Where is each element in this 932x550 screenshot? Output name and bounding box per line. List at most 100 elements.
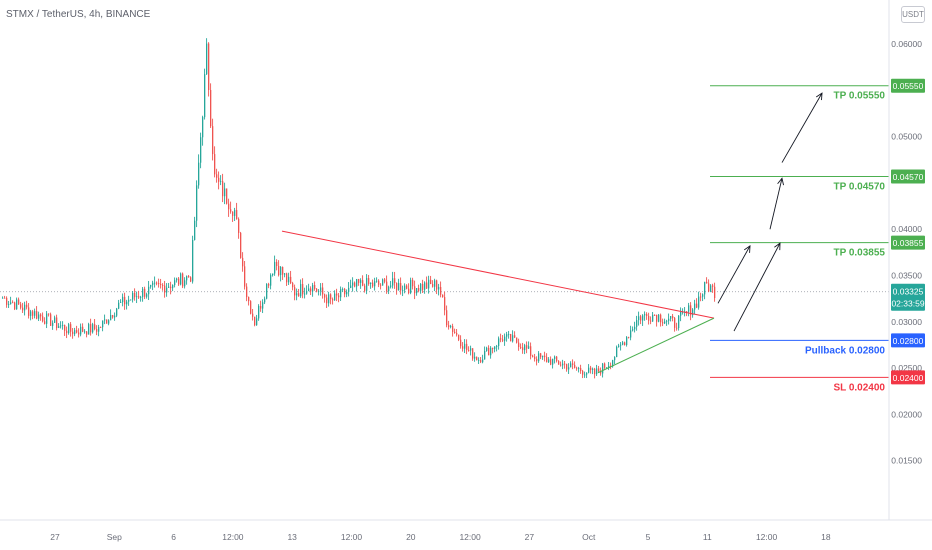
candle-body — [184, 280, 186, 287]
candle-body — [338, 295, 340, 298]
candle-body — [652, 314, 654, 322]
candle-body — [252, 313, 254, 317]
candle-body — [16, 299, 18, 310]
candle-body — [152, 282, 154, 285]
candle-body — [10, 302, 12, 305]
candle-body — [202, 117, 204, 138]
candle-body — [468, 350, 470, 351]
level-label: TP 0.04570 — [833, 181, 885, 192]
candle-body — [698, 296, 700, 308]
candle-body — [302, 284, 304, 295]
candle-body — [162, 285, 164, 286]
candle-body — [238, 219, 240, 233]
candle-body — [620, 344, 622, 346]
candle-body — [648, 315, 650, 321]
y-tick-label: 0.04000 — [891, 224, 922, 234]
candle-body — [42, 316, 44, 322]
candle-body — [352, 282, 354, 286]
projection-arrow-head — [777, 177, 784, 186]
candle-body — [260, 305, 262, 309]
candle-body — [282, 267, 284, 275]
candle-body — [456, 332, 458, 335]
candle-body — [30, 311, 32, 316]
level-label: TP 0.03855 — [833, 248, 885, 259]
price-tag-label: 0.04570 — [893, 172, 924, 182]
candle-body — [228, 203, 230, 210]
candle-body — [126, 301, 128, 305]
candle-body — [158, 283, 160, 285]
candle-body — [496, 345, 498, 347]
candle-body — [206, 43, 208, 75]
candle-body — [246, 286, 248, 298]
candle-body — [242, 257, 244, 267]
candle-body — [80, 326, 82, 335]
projection-arrow-head — [744, 244, 751, 253]
candle-body — [148, 286, 150, 295]
candle-body — [2, 297, 4, 299]
candle-body — [404, 285, 406, 291]
candle-body — [666, 320, 668, 322]
candle-body — [318, 290, 320, 292]
candle-body — [476, 356, 478, 361]
candle-body — [270, 275, 272, 286]
candle-body — [536, 358, 538, 362]
candle-body — [142, 288, 144, 297]
candle-body — [578, 368, 580, 369]
candle-body — [538, 353, 540, 362]
candle-body — [458, 334, 460, 340]
candle-body — [68, 324, 70, 334]
candle-body — [544, 355, 546, 358]
price-tag — [891, 235, 925, 250]
candle-body — [90, 324, 92, 333]
candle-body — [504, 336, 506, 341]
candle-body — [592, 368, 594, 370]
candle-body — [86, 331, 88, 335]
candle-body — [356, 279, 358, 287]
candle-body — [582, 370, 584, 375]
candle-body — [490, 347, 492, 356]
candle-body — [196, 185, 198, 221]
candle-body — [224, 188, 226, 197]
candle-body — [26, 304, 28, 308]
price-axis[interactable]: 0.06000 0.05000 0.04000 0.03500 0.03000 0.025… — [888, 0, 922, 520]
candle-body — [268, 283, 270, 286]
currency-button[interactable]: USDT — [901, 6, 925, 23]
candle-body — [426, 282, 428, 289]
x-tick-label: 6 — [171, 532, 176, 542]
candle-body — [642, 315, 644, 321]
candle-body — [180, 273, 182, 285]
candle-body — [48, 313, 50, 315]
candle-body — [420, 283, 422, 291]
candle-body — [512, 335, 514, 342]
candle-body — [190, 277, 192, 282]
candle-body — [312, 285, 314, 292]
current-price-label: 0.03325 — [893, 287, 924, 297]
candle-body — [200, 137, 202, 163]
candle-body — [430, 279, 432, 284]
candle-body — [94, 324, 96, 330]
countdown-label: 02:33:59 — [891, 299, 924, 309]
candle-body — [464, 343, 466, 349]
candle-body — [66, 330, 68, 334]
candle-body — [222, 181, 224, 197]
candle-body — [390, 285, 392, 287]
candle-body — [638, 316, 640, 321]
time-axis[interactable]: 27 Sep 6 12:00 13 12:00 20 12:00 27 Oct 5 11 12:00 18 — [0, 519, 932, 542]
candle-body — [132, 292, 134, 300]
candle-body — [284, 273, 286, 275]
candle-body — [278, 265, 280, 276]
price-tag — [891, 370, 925, 385]
x-tick-label: 12:00 — [756, 532, 778, 542]
candle-body — [98, 327, 100, 332]
x-tick-label: 12:00 — [459, 532, 481, 542]
candle-body — [636, 320, 638, 327]
candle-body — [446, 310, 448, 326]
candle-body — [558, 361, 560, 365]
candle-body — [450, 326, 452, 328]
candle-body — [436, 280, 438, 290]
candle-body — [482, 359, 484, 363]
candle-body — [418, 288, 420, 291]
price-tag — [891, 333, 925, 348]
candle-body — [304, 293, 306, 295]
